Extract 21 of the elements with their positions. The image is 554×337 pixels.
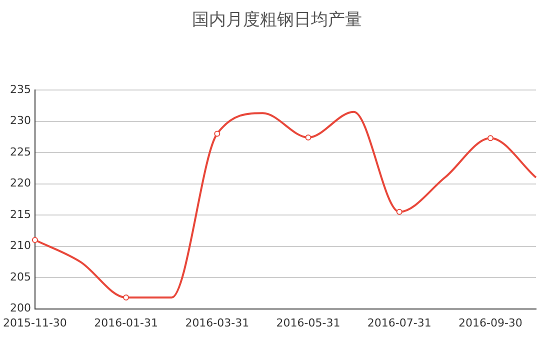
y-tick-label: 210 <box>10 239 31 252</box>
point <box>487 135 494 142</box>
y-tick-label: 215 <box>10 208 31 221</box>
chart-title: 国内月度粗钢日均产量 <box>191 9 363 31</box>
point <box>305 134 312 141</box>
x-tick-label: 2016-09-30 <box>458 316 522 330</box>
y-tick-label: 235 <box>10 82 31 96</box>
x-tick-label: 2016-07-31 <box>367 316 432 330</box>
point <box>396 208 402 215</box>
x-tick-label: 2016-03-31 <box>185 316 250 330</box>
point <box>123 294 130 301</box>
point <box>214 130 220 137</box>
y-tick-label: 230 <box>10 114 31 128</box>
point <box>32 237 38 244</box>
x-tick-label: 2016-05-31 <box>276 316 340 330</box>
y-tick-label: 225 <box>10 145 31 158</box>
x-tick-label: 2016-01-31 <box>94 316 158 330</box>
x-tick-label: 2015-11-30 <box>2 316 67 330</box>
y-tick-label: 205 <box>10 270 31 284</box>
y-tick-label: 200 <box>10 302 31 315</box>
y-tick-label: 220 <box>10 176 31 190</box>
